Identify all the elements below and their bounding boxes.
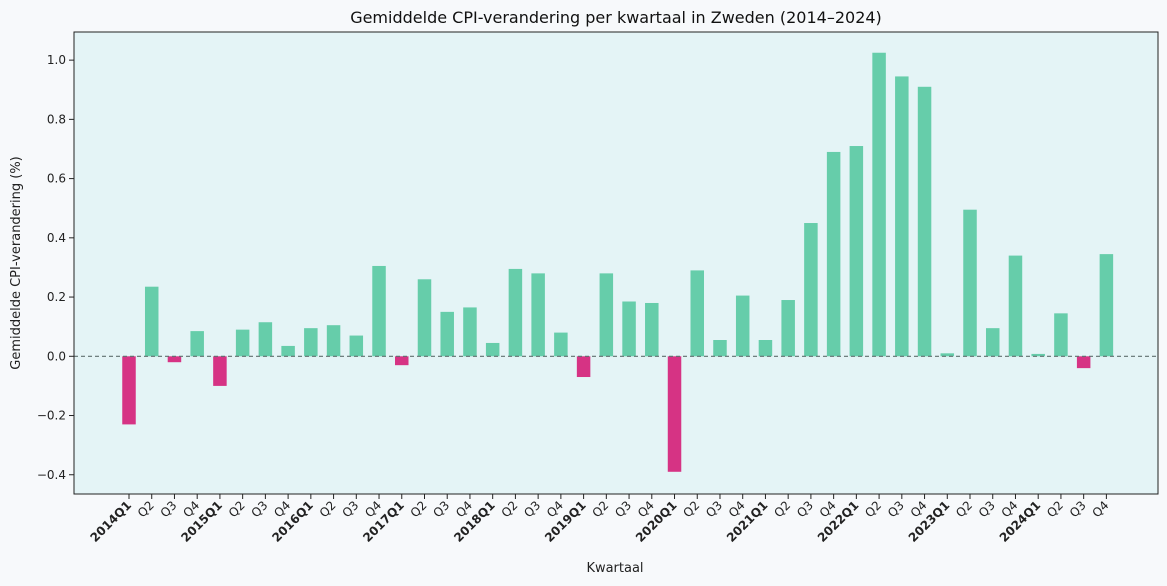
bar-42 xyxy=(1076,356,1091,369)
bar-9 xyxy=(326,325,341,357)
bar-15 xyxy=(463,307,477,357)
y-tick-label: 0.4 xyxy=(47,231,66,245)
plot-frame xyxy=(73,31,1159,495)
bar-36 xyxy=(940,353,955,357)
bar-16 xyxy=(485,342,500,357)
bar-17 xyxy=(508,268,523,357)
bar-31 xyxy=(826,151,841,357)
y-axis-label: Gemiddelde CPI-verandering (%) xyxy=(9,156,24,370)
bar-28 xyxy=(758,340,773,357)
bar-35 xyxy=(917,86,932,357)
bar-8 xyxy=(304,328,318,357)
bar-23 xyxy=(645,302,659,357)
bar-21 xyxy=(599,273,614,357)
x-axis-label: Kwartaal xyxy=(586,561,643,576)
y-tick-label: −0.2 xyxy=(37,409,66,423)
bar-2 xyxy=(167,356,182,363)
bar-29 xyxy=(781,300,795,357)
bar-25 xyxy=(690,270,704,357)
bar-14 xyxy=(440,311,454,357)
bar-27 xyxy=(735,295,750,357)
bars-group xyxy=(122,52,1114,472)
bar-12 xyxy=(395,356,409,366)
y-tick-label: 0.0 xyxy=(47,349,66,363)
bar-22 xyxy=(622,301,636,357)
bar-11 xyxy=(372,265,386,357)
y-tick-label: −0.4 xyxy=(37,468,66,482)
y-axis: −0.4 −0.2 0.0 0.2 0.4 0.6 0.8 1.0 xyxy=(37,53,74,482)
plot-area xyxy=(74,32,1158,494)
chart-title: Gemiddelde CPI-verandering per kwartaal … xyxy=(350,8,882,27)
bar-37 xyxy=(963,209,977,357)
y-tick-label: 1.0 xyxy=(47,53,66,67)
bar-20 xyxy=(576,356,591,378)
bar-6 xyxy=(258,322,273,357)
bar-34 xyxy=(895,76,909,357)
bar-41 xyxy=(1054,313,1068,357)
bar-10 xyxy=(349,335,364,357)
bar-33 xyxy=(872,52,886,357)
bar-30 xyxy=(804,223,818,357)
bar-3 xyxy=(190,331,204,357)
bar-32 xyxy=(849,146,864,357)
bar-5 xyxy=(235,329,250,357)
bar-7 xyxy=(281,345,295,357)
bar-0 xyxy=(122,356,136,425)
bar-13 xyxy=(417,279,432,357)
bar-40 xyxy=(1031,353,1045,357)
bar-18 xyxy=(531,273,545,357)
bar-43 xyxy=(1099,254,1114,357)
bar-19 xyxy=(554,332,568,357)
bar-24 xyxy=(667,356,682,472)
y-tick-label: 0.2 xyxy=(47,290,66,304)
y-tick-label: 0.6 xyxy=(47,172,66,186)
y-tick-label: 0.8 xyxy=(47,112,66,126)
bar-26 xyxy=(713,340,727,357)
bar-39 xyxy=(1008,255,1023,357)
bar-1 xyxy=(144,286,159,357)
bar-4 xyxy=(213,356,227,386)
bar-38 xyxy=(985,328,1000,357)
